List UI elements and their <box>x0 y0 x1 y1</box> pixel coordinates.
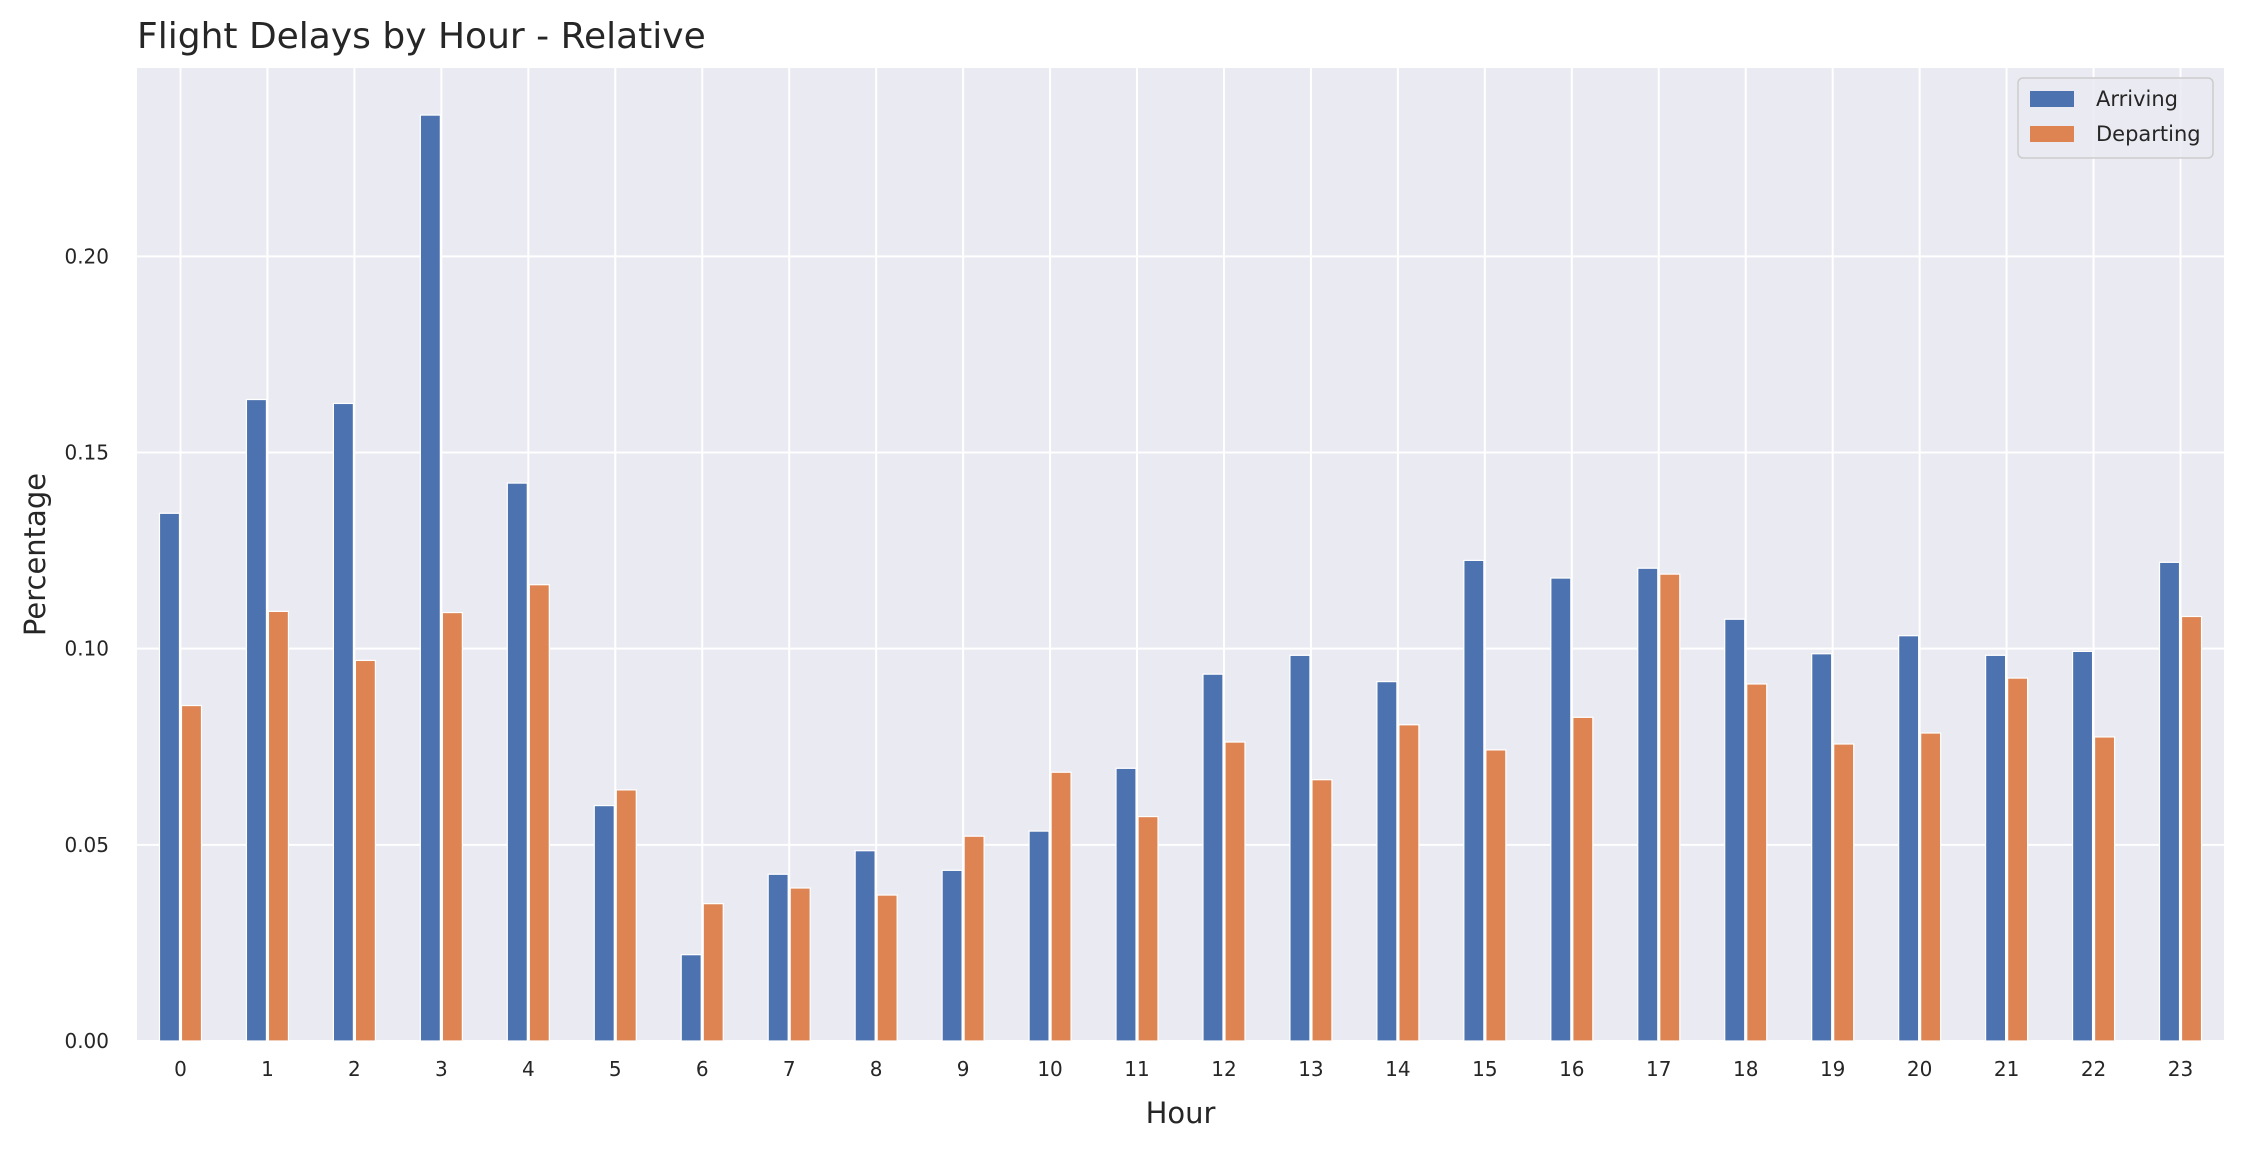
bar-departing-22 <box>2093 736 2116 1042</box>
y-tick-label: 0.20 <box>64 244 109 268</box>
bar-arriving-22 <box>2071 650 2094 1042</box>
x-tick-label: 11 <box>1124 1057 1149 1081</box>
x-axis-label: Hour <box>1146 1096 1216 1130</box>
grid-lines <box>137 68 2224 1042</box>
x-tick-label: 23 <box>2168 1057 2193 1081</box>
bar-arriving-3 <box>419 114 441 1042</box>
bar-arriving-17 <box>1637 567 1659 1042</box>
legend: Arriving Departing <box>2017 77 2214 159</box>
bar-arriving-10 <box>1028 830 1050 1042</box>
chart-title: Flight Delays by Hour - Relative <box>137 16 706 57</box>
bar-arriving-16 <box>1550 577 1572 1042</box>
bar-arriving-9 <box>941 869 963 1042</box>
bar-departing-3 <box>441 611 463 1042</box>
x-tick-label: 20 <box>1907 1057 1932 1081</box>
bar-arriving-13 <box>1289 654 1311 1042</box>
x-tick-label: 10 <box>1037 1057 1062 1081</box>
x-tick-label: 14 <box>1385 1057 1410 1081</box>
bar-departing-2 <box>354 659 376 1042</box>
bar-arriving-11 <box>1115 767 1137 1042</box>
bar-arriving-7 <box>767 873 789 1042</box>
bar-arriving-2 <box>332 402 354 1042</box>
bar-departing-18 <box>1746 683 1768 1042</box>
x-tick-label: 9 <box>957 1057 970 1081</box>
x-tick-label: 4 <box>522 1057 535 1081</box>
x-tick-label: 21 <box>1994 1057 2019 1081</box>
legend-label-arriving: Arriving <box>2096 87 2178 111</box>
bar-departing-12 <box>1224 741 1246 1042</box>
bar-arriving-15 <box>1463 559 1485 1042</box>
bar-arriving-20 <box>1898 635 1920 1042</box>
bar-departing-6 <box>702 903 724 1042</box>
x-tick-label: 0 <box>174 1057 187 1081</box>
x-tick-label: 19 <box>1820 1057 1845 1081</box>
plot-area <box>137 68 2224 1041</box>
x-tick-label: 16 <box>1559 1057 1584 1081</box>
bar-departing-11 <box>1137 815 1159 1042</box>
y-tick-label: 0.05 <box>64 833 109 857</box>
bar-arriving-0 <box>158 512 181 1042</box>
bar-arriving-19 <box>1811 653 1833 1042</box>
y-tick-label: 0.15 <box>64 440 109 464</box>
bar-departing-0 <box>180 704 203 1042</box>
x-tick-label: 1 <box>261 1057 274 1081</box>
bar-departing-10 <box>1050 771 1072 1042</box>
y-tick-label: 0.10 <box>64 637 109 661</box>
legend-swatch-arriving <box>2030 91 2074 107</box>
bar-departing-15 <box>1485 749 1507 1042</box>
x-tick-label: 12 <box>1211 1057 1236 1081</box>
y-tick-label: 0.00 <box>64 1029 109 1053</box>
x-tick-label: 13 <box>1298 1057 1323 1081</box>
bar-departing-19 <box>1833 743 1855 1042</box>
bar-departing-1 <box>267 610 290 1042</box>
tick-labels: 0 1 2 3 4 5 6 7 8 9 10 11 12 13 14 15 16 17 18 19 20 21 22 230.… <box>64 244 2193 1081</box>
bar-arriving-21 <box>1985 654 2007 1042</box>
x-tick-label: 5 <box>609 1057 622 1081</box>
x-tick-label: 17 <box>1646 1057 1671 1081</box>
bars <box>158 114 2203 1042</box>
x-tick-label: 2 <box>348 1057 361 1081</box>
bar-departing-23 <box>2180 615 2203 1042</box>
bar-departing-8 <box>876 894 898 1042</box>
legend-swatch-departing <box>2030 126 2074 142</box>
bar-arriving-12 <box>1202 673 1224 1042</box>
bar-departing-20 <box>1920 732 1942 1042</box>
bar-departing-7 <box>789 887 811 1042</box>
x-tick-label: 6 <box>696 1057 709 1081</box>
y-axis-label: Percentage <box>18 473 52 636</box>
bar-departing-4 <box>528 584 550 1042</box>
bar-departing-5 <box>615 789 637 1042</box>
bar-arriving-18 <box>1724 618 1746 1042</box>
bar-departing-21 <box>2007 677 2029 1042</box>
x-tick-label: 3 <box>435 1057 448 1081</box>
bar-arriving-4 <box>506 482 528 1042</box>
bar-arriving-23 <box>2158 561 2181 1042</box>
x-tick-label: 22 <box>2081 1057 2106 1081</box>
bar-arriving-8 <box>854 850 876 1042</box>
bar-departing-16 <box>1572 716 1594 1042</box>
x-tick-label: 8 <box>870 1057 883 1081</box>
bar-departing-17 <box>1659 573 1681 1042</box>
legend-label-departing: Departing <box>2096 122 2201 146</box>
x-tick-label: 7 <box>783 1057 796 1081</box>
x-tick-label: 15 <box>1472 1057 1497 1081</box>
x-tick-label: 18 <box>1733 1057 1758 1081</box>
bar-arriving-5 <box>593 804 615 1042</box>
bar-arriving-1 <box>245 398 268 1042</box>
bar-arriving-6 <box>680 954 702 1042</box>
bar-departing-13 <box>1311 779 1333 1042</box>
bar-departing-14 <box>1398 724 1420 1042</box>
bar-departing-9 <box>963 835 985 1042</box>
bar-arriving-14 <box>1376 681 1398 1042</box>
